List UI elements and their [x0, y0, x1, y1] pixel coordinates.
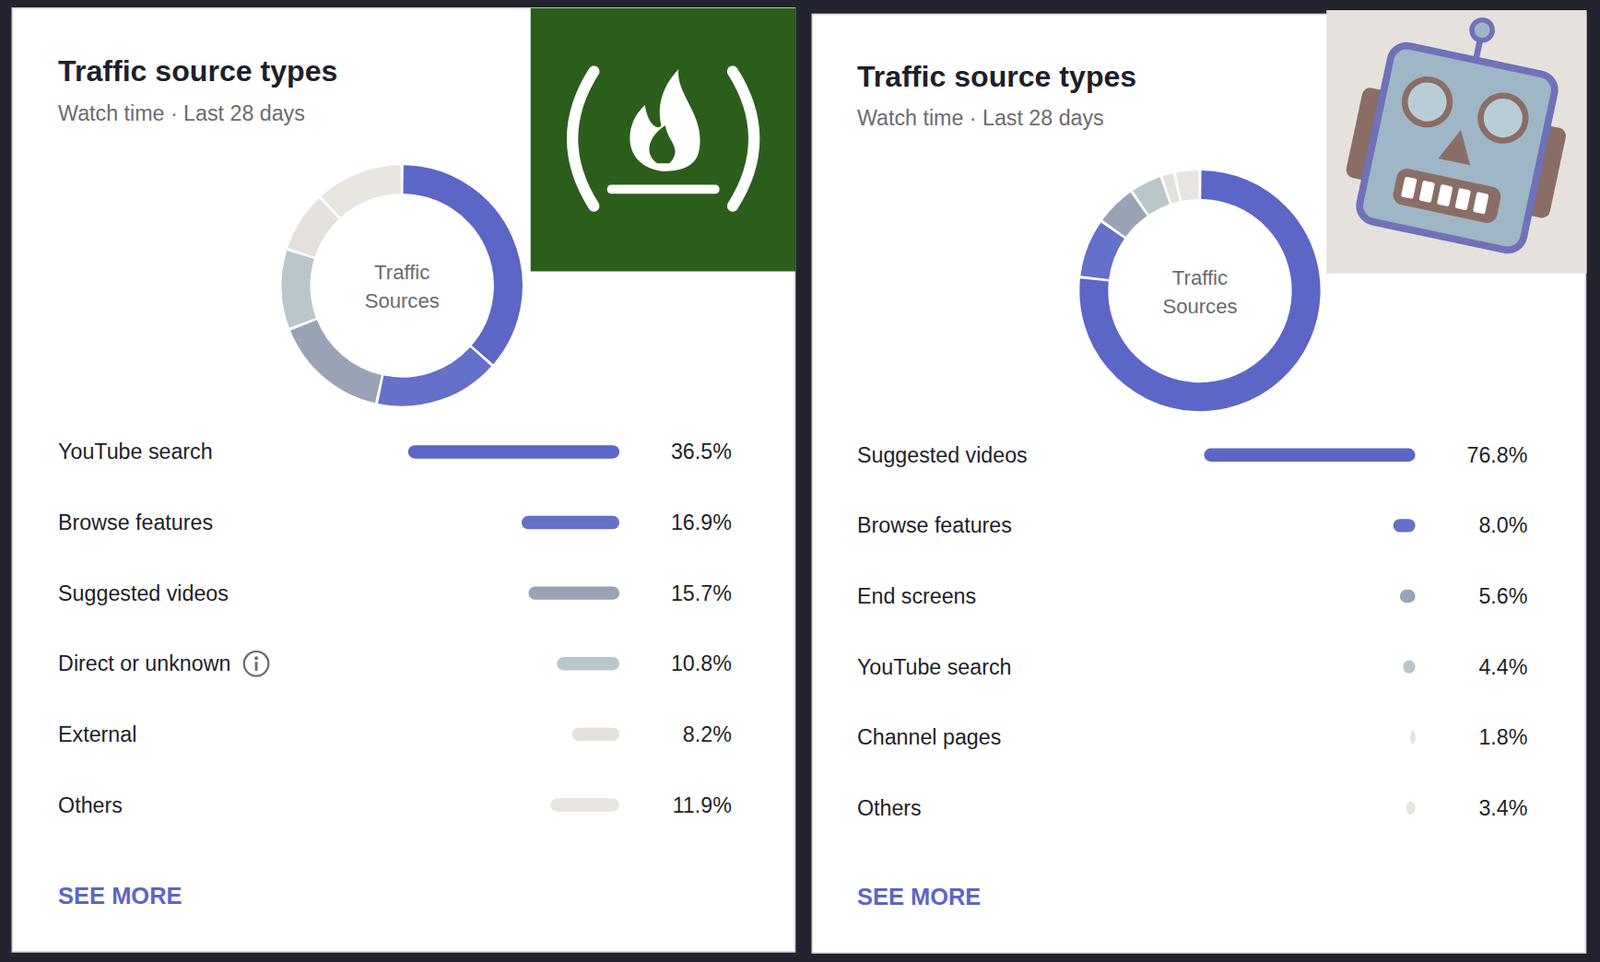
bar	[521, 516, 620, 530]
value-label: 1.8%	[1478, 725, 1528, 750]
donut-segment	[295, 254, 303, 323]
card-frame	[811, 13, 1586, 953]
category-label: End screens	[857, 584, 977, 609]
logo-paren	[572, 70, 594, 206]
category-label: Browse features	[58, 510, 213, 535]
card-frame	[11, 8, 795, 953]
bar	[556, 657, 620, 671]
bar	[1393, 518, 1416, 532]
bar	[1410, 730, 1415, 744]
bar	[528, 586, 620, 600]
category-label: Suggested videos	[58, 581, 229, 606]
robot-eye	[1476, 91, 1530, 145]
see-more-link[interactable]: SEE MORE	[58, 882, 182, 909]
info-dot	[254, 656, 259, 660]
category-label: Channel pages	[857, 725, 1001, 750]
donut-segment	[380, 356, 481, 392]
bar	[572, 728, 620, 742]
logo-base	[607, 184, 720, 194]
logo-flame-inner	[648, 125, 675, 164]
info-icon	[244, 651, 270, 677]
donut	[295, 179, 508, 392]
logo-flame	[629, 69, 700, 172]
title: Traffic source types	[58, 54, 338, 88]
value-label: 10.8%	[670, 651, 732, 676]
robot-head	[1356, 42, 1558, 253]
donut-segment	[303, 325, 378, 389]
logo-background	[530, 8, 797, 272]
value-label: 5.6%	[1478, 584, 1528, 609]
category-label: Direct or unknown	[58, 651, 231, 676]
value-label: 8.2%	[682, 722, 732, 747]
bar	[1402, 659, 1415, 673]
donut	[1094, 184, 1306, 397]
category-label: Others	[857, 796, 922, 821]
value-label: 4.4%	[1478, 655, 1528, 680]
value-label: 36.5%	[670, 439, 732, 464]
donut-segment	[1094, 230, 1113, 278]
robot-nose	[1437, 126, 1477, 165]
see-more-link[interactable]: SEE MORE	[857, 883, 981, 910]
bar	[1203, 448, 1415, 462]
donut-segment	[301, 209, 330, 253]
center-label: Sources	[364, 289, 440, 313]
info-circle	[244, 651, 270, 677]
title: Traffic source types	[857, 59, 1137, 94]
card: Traffic source types Watch time · Last 28…	[811, 0, 1587, 953]
robot-tooth	[1400, 176, 1418, 200]
robot-tooth	[1436, 184, 1454, 207]
subtitle: Watch time · Last 28 days	[58, 101, 306, 126]
value-label: 16.9%	[670, 510, 732, 535]
value-label: 8.0%	[1478, 513, 1528, 538]
value-label: 76.8%	[1466, 443, 1528, 468]
category-label: Browse features	[857, 513, 1012, 538]
bar	[550, 798, 620, 812]
donut-segment	[1114, 204, 1140, 229]
subtitle: Watch time · Last 28 days	[857, 105, 1105, 130]
category-label: Others	[58, 793, 123, 818]
donut-segment	[330, 179, 401, 208]
value-label: 11.9%	[672, 793, 732, 818]
category-label: External	[58, 722, 137, 747]
robot-tooth	[1418, 180, 1436, 203]
donut-segment	[1166, 187, 1177, 190]
info-stem	[255, 661, 259, 671]
logo-robot	[1336, 0, 1587, 258]
category-label: Suggested videos	[857, 443, 1028, 468]
center-label: Traffic	[1172, 266, 1228, 290]
value-label: 15.7%	[670, 581, 732, 606]
robot-tooth	[1472, 191, 1490, 214]
category-label: YouTube search	[58, 439, 212, 464]
logo	[1326, 0, 1587, 274]
robot-eye	[1400, 75, 1455, 130]
logo-background	[1326, 10, 1587, 274]
center-label: Traffic	[374, 260, 430, 284]
background	[0, 0, 1600, 962]
robot-antenna-ball	[1470, 18, 1495, 43]
center-label: Sources	[1162, 294, 1237, 318]
donut-segment	[1178, 184, 1200, 187]
donut-segment	[1141, 190, 1165, 203]
logo-paren	[732, 70, 754, 206]
page: Traffic source types Watch time · Last 28…	[0, 0, 1600, 962]
category-label: YouTube search	[857, 655, 1012, 680]
value-label: 3.4%	[1478, 796, 1528, 821]
logo	[530, 8, 797, 272]
bar	[408, 445, 620, 459]
bar	[1400, 589, 1416, 603]
robot-tooth	[1454, 188, 1471, 211]
bar	[1405, 801, 1415, 815]
card: Traffic source types Watch time · Last 28…	[11, 8, 796, 953]
donut-segment	[1094, 184, 1306, 397]
robot-mouth	[1390, 166, 1503, 225]
